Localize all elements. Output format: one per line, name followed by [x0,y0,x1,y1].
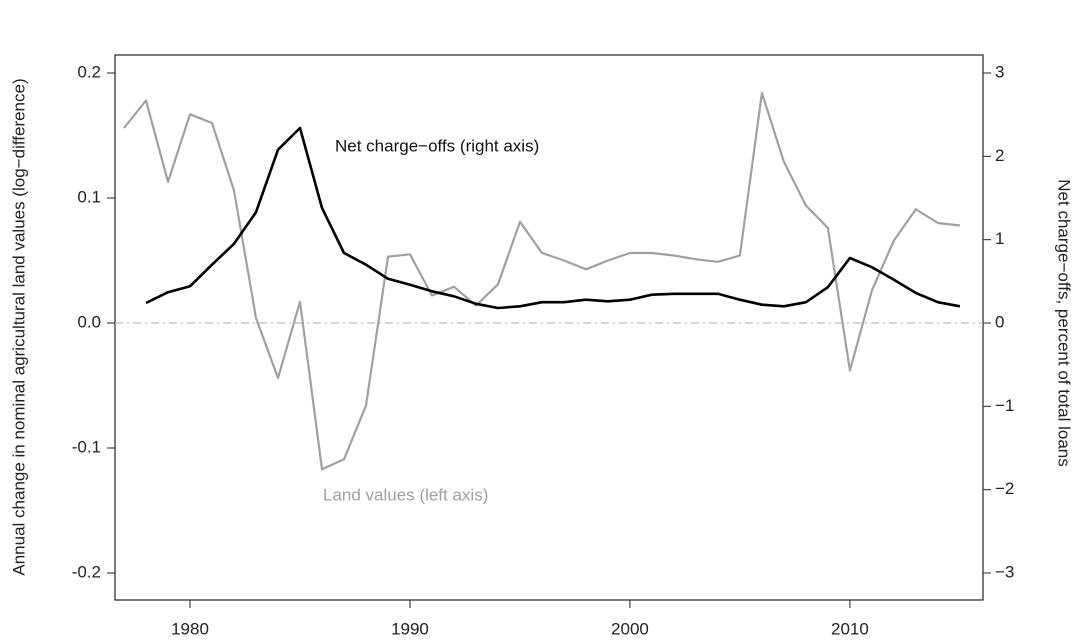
x-tick-label: 2000 [611,619,649,638]
series-label: Net charge−offs (right axis) [335,136,539,155]
y2-tick-label: 3 [995,62,1004,81]
x-tick-label: 1990 [391,619,429,638]
series-line [145,126,961,310]
y-tick-label: -0.1 [72,437,101,456]
y-tick-label: 0.1 [77,187,101,206]
x-tick-label: 1980 [171,619,209,638]
y2-tick-label: 0 [995,312,1004,331]
plot-frame [114,54,984,601]
y2-tick-label: −3 [995,562,1014,581]
y-tick-label: 0.2 [77,62,101,81]
y2-axis-label: Net charge−offs, percent of total loans [1055,179,1074,466]
series-line [123,91,961,471]
y-axis-label: Annual change in nominal agricultural la… [9,78,28,575]
y-tick-label: -0.2 [72,562,101,581]
series-label: Land values (left axis) [323,485,488,504]
y2-tick-label: 1 [995,229,1004,248]
y2-tick-label: −1 [995,396,1014,415]
x-tick-label: 2010 [831,619,869,638]
y-tick-label: 0.0 [77,312,101,331]
y2-tick-label: 2 [995,146,1004,165]
y2-tick-label: −2 [995,479,1014,498]
